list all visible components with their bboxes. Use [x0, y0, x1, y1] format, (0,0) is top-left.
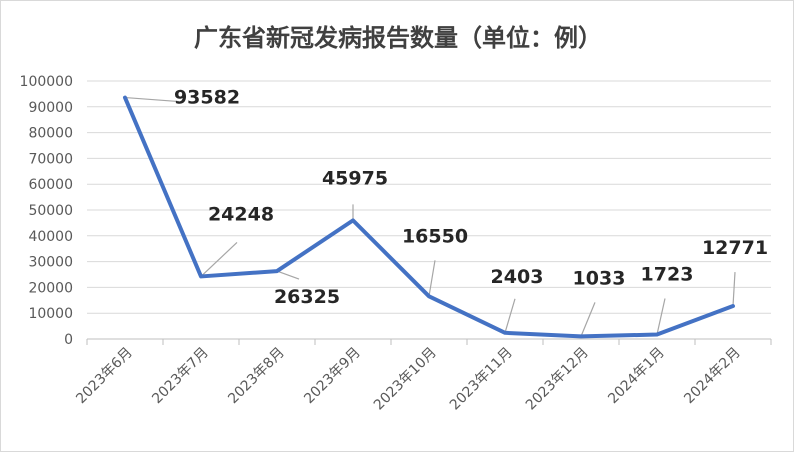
leader-line	[504, 298, 516, 333]
x-tick-label: 2024年2月	[681, 345, 744, 408]
series-line	[123, 95, 735, 339]
data-label-leaders	[124, 96, 736, 337]
data-labels: 93582 24248 26325 45975 16550 2403 1033 1723 127…	[174, 87, 768, 309]
data-label: 1723	[641, 264, 694, 286]
y-tick-label: 10000	[28, 306, 73, 322]
y-tick-label: 70000	[28, 151, 73, 167]
x-tick-label: 2023年7月	[149, 345, 212, 408]
x-axis-ticks: 2023年6月 2023年7月 2023年8月 2023年9月 2023年10月 2023…	[73, 345, 744, 414]
x-tick-label: 2023年9月	[301, 345, 364, 408]
data-label: 2403	[491, 266, 544, 288]
data-label: 26325	[274, 286, 340, 308]
y-tick-label: 40000	[28, 229, 73, 245]
y-axis-ticks: 0 10000 20000 30000 40000 50000 60000 70000 8000…	[20, 74, 73, 348]
leader-line	[200, 242, 238, 277]
gridlines	[86, 80, 772, 345]
y-tick-label: 0	[64, 332, 73, 348]
data-label: 24248	[208, 203, 274, 225]
x-tick-label: 2023年10月	[371, 345, 440, 414]
y-tick-label: 80000	[28, 126, 73, 142]
data-label: 12771	[702, 237, 768, 259]
data-label: 93582	[174, 87, 240, 109]
x-tick-label: 2023年6月	[73, 345, 136, 408]
x-tick-label: 2023年11月	[447, 345, 516, 414]
y-tick-label: 30000	[28, 255, 73, 271]
chart-title: 广东省新冠发病报告数量（单位：例）	[194, 24, 602, 52]
y-tick-label: 100000	[20, 74, 73, 90]
x-tick-label: 2024年1月	[605, 345, 668, 408]
leader-line	[580, 302, 596, 337]
leader-line	[428, 260, 436, 297]
data-label: 45975	[322, 167, 388, 189]
data-label: 16550	[402, 225, 468, 247]
y-tick-label: 20000	[28, 280, 73, 296]
x-tick-label: 2023年8月	[225, 345, 288, 408]
y-tick-label: 90000	[28, 100, 73, 116]
y-tick-label: 50000	[28, 203, 73, 219]
x-tick-label: 2023年12月	[523, 345, 592, 414]
leader-line	[732, 272, 736, 307]
y-tick-label: 60000	[28, 177, 73, 193]
series-layer	[123, 95, 735, 339]
leader-line	[124, 96, 180, 103]
leader-line	[656, 298, 666, 335]
data-label: 1033	[573, 267, 626, 289]
leader-line	[276, 270, 300, 280]
